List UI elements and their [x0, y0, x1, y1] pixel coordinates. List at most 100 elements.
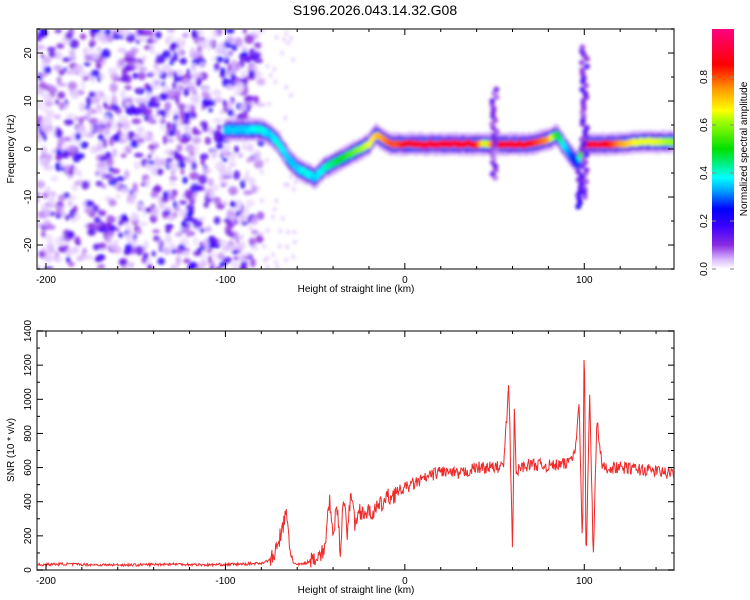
spectrogram-cell: [286, 40, 291, 46]
spectrogram-cell: [188, 261, 198, 269]
spectrogram-cell: [156, 109, 167, 116]
spectrogram-cell: [222, 100, 228, 109]
spectrogram-cell: [208, 40, 215, 47]
spectrogram-cell: [73, 166, 79, 175]
spectrogram-cell: [176, 144, 183, 152]
spectrogram-cell: [42, 93, 53, 102]
spectrogram-cell: [84, 54, 94, 62]
spectrogram-x-label: Height of straight line (km): [298, 284, 415, 295]
spectrogram-cell: [146, 91, 151, 99]
spectrogram-cell: [179, 137, 189, 144]
spectrogram-cell: [112, 92, 117, 102]
spectrogram-cell: [578, 59, 585, 66]
spectrogram-cell: [265, 63, 270, 69]
spectrogram-cell: [284, 84, 289, 90]
spectrogram-cell: [118, 219, 124, 226]
spectrogram-cell: [252, 52, 261, 59]
spectrogram-cell: [132, 72, 139, 79]
spectrogram-cell: [583, 178, 590, 185]
spectrogram-cell: [113, 239, 119, 244]
spectrogram-cell: [222, 77, 230, 88]
spectrogram-cell: [125, 33, 136, 43]
spectrogram-cell: [203, 227, 212, 233]
spectrogram-cell: [283, 182, 288, 188]
spectrogram-cell: [165, 121, 172, 130]
spectrogram-cell: [166, 214, 176, 221]
spectrogram-cell: [97, 106, 103, 115]
spectrogram-cell: [178, 200, 188, 205]
spectrogram-cell: [227, 63, 233, 71]
spectrogram-cell: [222, 256, 233, 264]
spectrogram-cell: [99, 73, 105, 80]
spectrogram-cell: [183, 87, 190, 97]
spectrogram-cell: [212, 130, 220, 136]
spectrogram-cell: [77, 170, 82, 177]
spectrogram-cell: [49, 191, 57, 197]
spectrogram-cell: [193, 236, 198, 247]
spectrogram-cell: [162, 190, 169, 200]
spectrogram-cell: [141, 243, 149, 249]
spectrogram-cell: [97, 46, 102, 52]
spectrogram-cell: [194, 144, 200, 155]
colorbar-tick-label: 0.4: [699, 166, 710, 180]
spectrogram-cell: [147, 136, 155, 142]
spectrogram-cell: [211, 29, 219, 39]
spectrogram-cell: [96, 63, 102, 69]
spectrogram-image: [37, 29, 674, 269]
spectrogram-cell: [172, 165, 179, 173]
spectrogram-cell: [144, 108, 153, 116]
spectrogram-cell: [58, 69, 66, 76]
spectrogram-cell: [207, 255, 212, 264]
spectrogram-cell: [178, 75, 184, 83]
spectrogram-cell: [167, 34, 175, 42]
spectrogram-cell: [177, 160, 186, 169]
spectrogram-cell: [254, 42, 262, 49]
spectrogram-cell: [111, 33, 121, 40]
spectrogram-cell: [233, 170, 241, 180]
spectrogram-cell: [165, 224, 171, 235]
spectrogram-cell: [289, 35, 294, 41]
spectrogram-cell: [43, 207, 51, 217]
spectrogram-cell: [45, 109, 55, 120]
spectrogram-cell: [87, 200, 95, 207]
spectrogram-cell: [153, 38, 158, 44]
spectrogram-cell: [43, 165, 54, 171]
spectrogram-cell: [183, 127, 192, 134]
spectrogram-cell: [94, 125, 105, 133]
spectrogram-cell: [46, 234, 53, 244]
spectrogram-cell: [239, 264, 248, 269]
spectrogram-cell: [89, 145, 99, 154]
spectrogram-cell: [285, 244, 290, 250]
spectrogram-cell: [103, 115, 110, 121]
spectrogram-cell: [156, 168, 164, 175]
spectrogram-cell: [248, 176, 256, 187]
spectrogram-cell: [105, 221, 113, 230]
spectrogram-cell: [88, 91, 96, 98]
x-tick-label: -200: [36, 275, 56, 286]
spectrogram-cell: [251, 184, 258, 194]
spectrogram-cell: [583, 167, 590, 174]
spectrogram-cell: [272, 206, 277, 212]
spectrogram-cell: [274, 259, 279, 265]
spectrogram-cell: [151, 207, 160, 217]
spectrogram-cell: [264, 157, 269, 163]
spectrogram-cell: [493, 86, 500, 93]
spectrogram-cell: [170, 56, 179, 62]
spectrogram-cell: [183, 217, 194, 222]
spectrogram-cell: [64, 214, 71, 221]
spectrogram-cell: [489, 98, 496, 104]
spectrogram-cell: [211, 89, 222, 96]
spectrogram-cell: [217, 252, 225, 261]
spectrogram-cell: [146, 72, 155, 77]
spectrogram-cell: [109, 72, 119, 80]
spectrogram-cell: [90, 69, 100, 77]
y-tick-label: -10: [23, 189, 34, 204]
spectrogram-cell: [47, 248, 57, 254]
spectrogram-cell: [185, 144, 195, 153]
spectrogram-cell: [181, 120, 191, 125]
spectrogram-cell: [253, 57, 263, 64]
spectrogram-cell: [284, 257, 289, 263]
snr-series-line: [37, 359, 674, 568]
spectrogram-cell: [169, 180, 176, 187]
spectrogram-cell: [144, 207, 151, 212]
